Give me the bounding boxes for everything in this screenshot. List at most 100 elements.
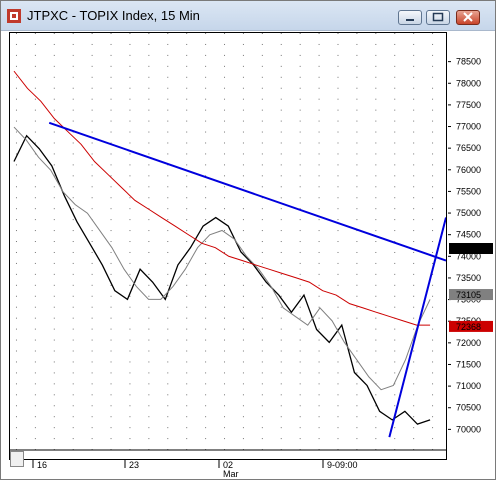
- grid-dot: [337, 361, 339, 363]
- grid-dot: [224, 65, 226, 67]
- grid-dot: [72, 65, 74, 67]
- grid-dot: [167, 120, 169, 122]
- grid-dot: [110, 306, 112, 308]
- grid-dot: [242, 109, 244, 111]
- scroll-handle[interactable]: [10, 451, 24, 467]
- grid-dot: [356, 361, 358, 363]
- grid-dot: [205, 65, 207, 67]
- grid-dot: [261, 142, 263, 144]
- grid-dot: [110, 284, 112, 286]
- chart-plot-area[interactable]: [9, 32, 447, 460]
- grid-dot: [299, 416, 301, 418]
- grid-dot: [299, 120, 301, 122]
- grid-dot: [15, 65, 17, 67]
- grid-dot: [110, 65, 112, 67]
- grid-dot: [394, 164, 396, 166]
- grid-dot: [148, 164, 150, 166]
- grid-dot: [337, 208, 339, 210]
- close-button[interactable]: [456, 10, 480, 25]
- grid-dot: [432, 142, 434, 144]
- grid-dot: [148, 416, 150, 418]
- grid-dot: [337, 383, 339, 385]
- grid-dot: [242, 339, 244, 341]
- grid-dot: [34, 317, 36, 319]
- grid-dot: [299, 186, 301, 188]
- grid-dot: [356, 98, 358, 100]
- grid-dot: [167, 87, 169, 89]
- grid-dot: [205, 372, 207, 374]
- grid-dot: [337, 33, 339, 34]
- grid-dot: [280, 427, 282, 429]
- grid-dot: [34, 273, 36, 275]
- grid-dot: [224, 241, 226, 243]
- grid-dot: [91, 241, 93, 243]
- grid-dot: [242, 295, 244, 297]
- grid-dot: [356, 394, 358, 396]
- grid-dot: [413, 33, 415, 34]
- grid-dot: [224, 33, 226, 34]
- grid-dot: [432, 109, 434, 111]
- grid-dot: [110, 164, 112, 166]
- grid-dot: [53, 98, 55, 100]
- grid-dot: [72, 394, 74, 396]
- grid-dot: [242, 438, 244, 440]
- grid-dot: [91, 208, 93, 210]
- grid-dot: [356, 438, 358, 440]
- grid-dot: [129, 219, 131, 221]
- grid-dot: [299, 142, 301, 144]
- grid-dot: [110, 295, 112, 297]
- grid-dot: [224, 383, 226, 385]
- grid-dot: [261, 262, 263, 264]
- grid-dot: [148, 186, 150, 188]
- minimize-button[interactable]: [398, 10, 422, 25]
- grid-dot: [34, 394, 36, 396]
- grid-dot: [356, 416, 358, 418]
- grid-dot: [224, 142, 226, 144]
- grid-dot: [375, 328, 377, 330]
- grid-dot: [15, 76, 17, 78]
- title-bar[interactable]: JTPXC - TOPIX Index, 15 Min: [1, 1, 495, 31]
- maximize-button[interactable]: [426, 10, 450, 25]
- grid-dot: [186, 153, 188, 155]
- y-tick-label: 76000: [456, 165, 481, 175]
- grid-dot: [299, 350, 301, 352]
- grid-dot: [413, 427, 415, 429]
- grid-dot: [280, 87, 282, 89]
- grid-dot: [186, 208, 188, 210]
- grid-dot: [261, 438, 263, 440]
- grid-dot: [72, 405, 74, 407]
- grid-dot: [72, 230, 74, 232]
- grid-dot: [432, 416, 434, 418]
- grid-dot: [242, 427, 244, 429]
- grid-dot: [53, 284, 55, 286]
- grid-dot: [15, 175, 17, 177]
- grid-dot: [148, 339, 150, 341]
- grid-dot: [205, 120, 207, 122]
- grid-dot: [15, 372, 17, 374]
- grid-dot: [110, 76, 112, 78]
- grid-dot: [394, 241, 396, 243]
- grid-dot: [261, 251, 263, 253]
- grid-dot: [186, 383, 188, 385]
- grid-dot: [53, 142, 55, 144]
- grid-dot: [167, 328, 169, 330]
- grid-dot: [72, 372, 74, 374]
- grid-dot: [34, 251, 36, 253]
- grid-dot: [167, 284, 169, 286]
- grid-dot: [413, 208, 415, 210]
- grid-dot: [53, 164, 55, 166]
- grid-dot: [110, 230, 112, 232]
- grid-dot: [53, 383, 55, 385]
- grid-dot: [15, 153, 17, 155]
- trendline-0[interactable]: [48, 121, 446, 262]
- grid-dot: [280, 197, 282, 199]
- grid-dot: [205, 219, 207, 221]
- trendline-1[interactable]: [388, 217, 446, 438]
- grid-dot: [432, 273, 434, 275]
- grid-dot: [394, 87, 396, 89]
- grid-dot: [337, 427, 339, 429]
- grid-dot: [261, 120, 263, 122]
- grid-dot: [167, 43, 169, 45]
- grid-dot: [242, 120, 244, 122]
- grid-dot: [186, 186, 188, 188]
